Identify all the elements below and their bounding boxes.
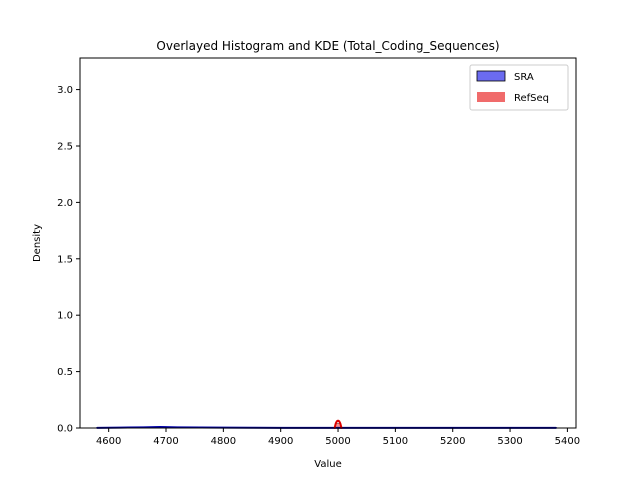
x-tick-label: 5100 [383,436,408,447]
y-tick-label: 1.5 [57,254,73,265]
kde-line-refseq [333,419,343,429]
y-tick-label: 2.0 [57,198,73,209]
plot-frame [80,58,576,428]
y-axis: 0.0 0.5 1.0 1.5 2.0 2.5 3.0 [57,85,80,435]
y-tick-label: 0.5 [57,367,73,378]
legend-swatch-refseq [477,92,505,102]
x-tick-label: 5300 [497,436,522,447]
legend-label-sra: SRA [514,72,534,83]
x-axis: 4600 4700 4800 4900 5000 5100 5200 5300 5400 [96,428,580,447]
legend-label-refseq: RefSeq [514,93,549,104]
x-tick-label: 4800 [211,436,236,447]
legend-swatch-sra [476,70,506,82]
x-tick-label: 5000 [325,436,350,447]
x-tick-label: 4900 [268,436,293,447]
plot-area [79,57,577,429]
x-axis-label: Value [314,459,341,470]
x-tick-label: 4700 [153,436,178,447]
y-tick-label: 1.0 [57,311,73,322]
x-tick-label: 4600 [96,436,121,447]
x-tick-label: 5400 [555,436,580,447]
y-tick-label: 3.0 [57,85,73,96]
y-tick-label: 0.0 [57,424,73,435]
plot-border [79,57,577,429]
y-axis-label: Density [32,224,43,262]
y-tick-label: 2.5 [57,141,73,152]
chart-title: Overlayed Histogram and KDE (Total_Codin… [156,39,499,53]
x-tick-label: 5200 [440,436,465,447]
legend: SRA RefSeq [469,64,569,111]
